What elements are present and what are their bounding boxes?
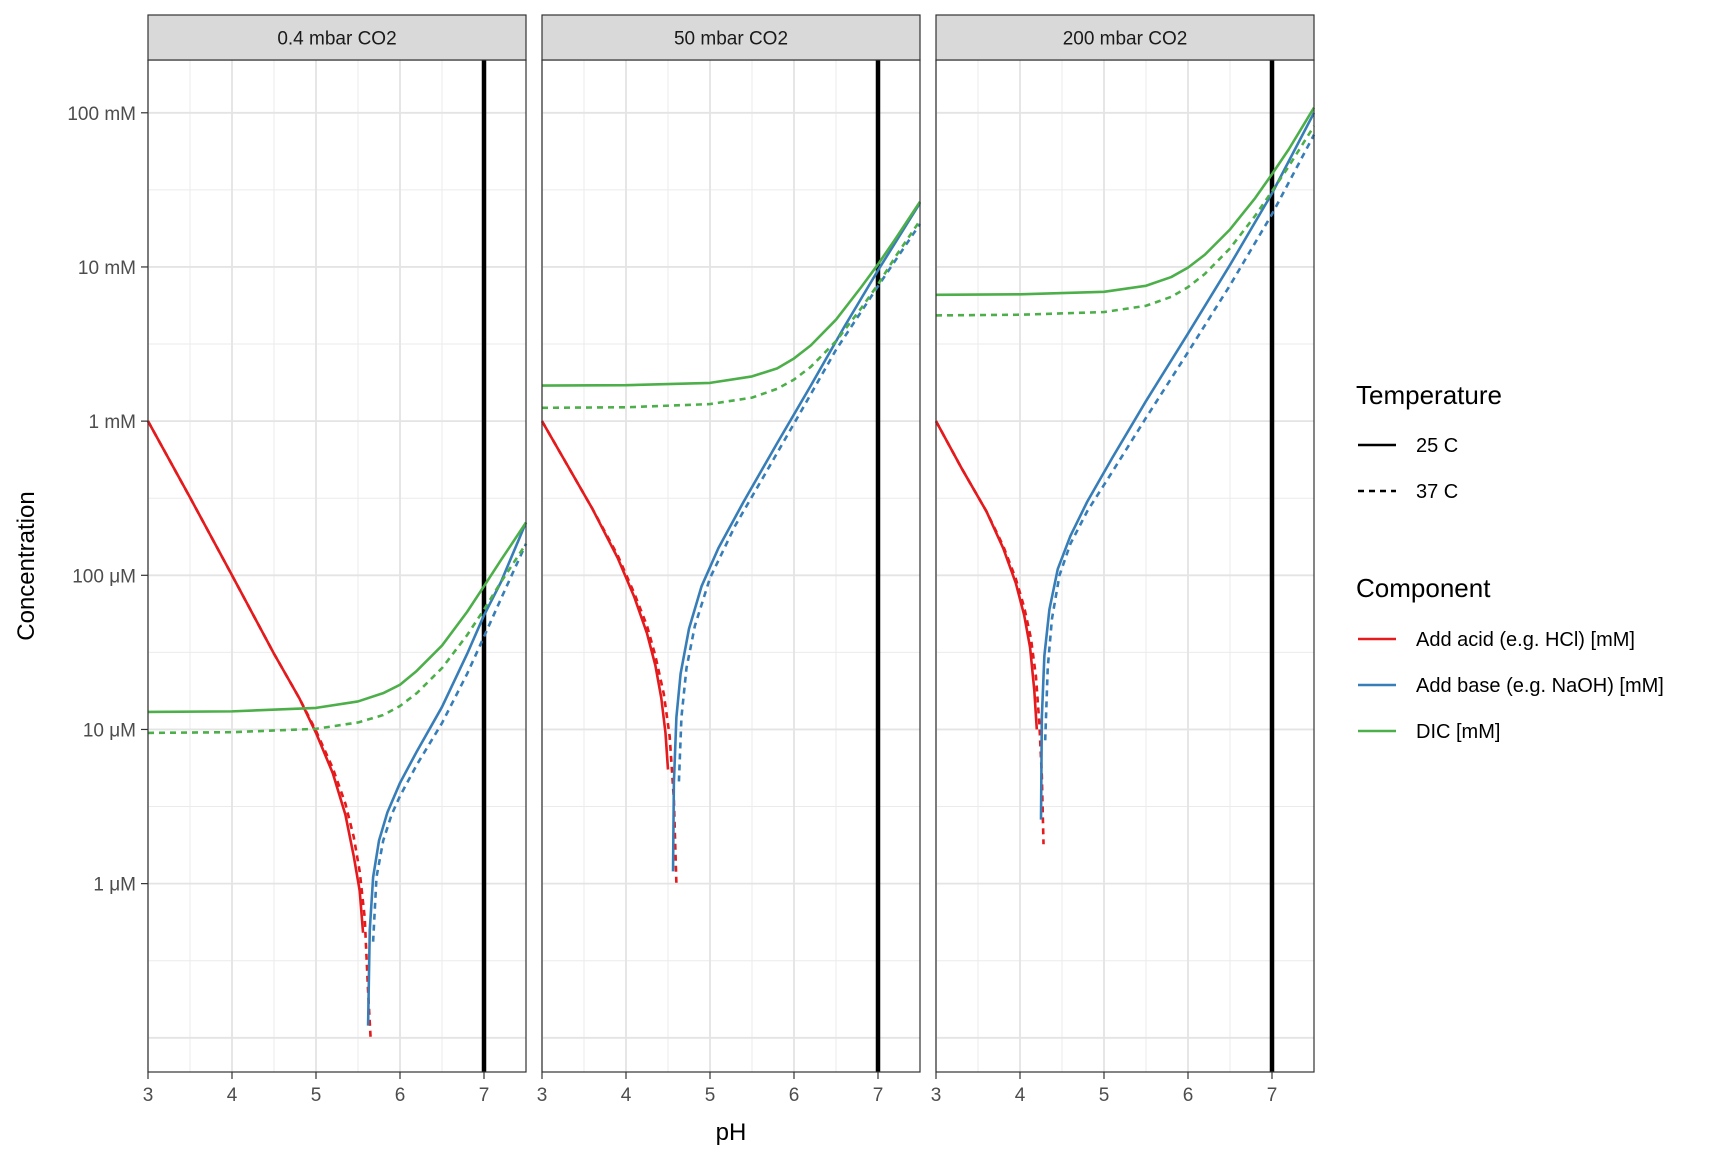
series-line (677, 223, 922, 782)
series-line (147, 521, 528, 714)
legend: Temperature 25 C 37 C Component Add acid (e.… (1356, 380, 1664, 743)
x-tick-label: 5 (1099, 1085, 1110, 1106)
legend-label-component: Add base (e.g. NaOH) [mM] (1416, 675, 1664, 697)
x-tick-label: 7 (873, 1085, 884, 1106)
x-tick-label: 4 (621, 1085, 632, 1106)
panel-1: 0.4 mbar CO2 3 4 5 6 7 100 mM 10 mM 1 mM 100 μM 10… (67, 14, 528, 1106)
legend-label-temperature: 25 C (1416, 435, 1458, 457)
x-tick-label: 7 (479, 1085, 490, 1106)
y-tick-label: 10 mM (78, 258, 136, 279)
y-tick-label: 100 mM (67, 104, 136, 125)
series-line (147, 543, 528, 735)
series-line (540, 420, 678, 884)
panel-background (542, 60, 920, 1072)
series-line (935, 106, 1316, 297)
x-tick-label: 3 (143, 1085, 154, 1106)
facet-strip-label: 0.4 mbar CO2 (277, 29, 396, 50)
panel-3: 200 mbar CO2 3 4 5 6 7 (931, 14, 1316, 1106)
y-tick-label: 1 mM (89, 412, 137, 433)
legend-label-component: DIC [mM] (1416, 721, 1500, 743)
x-tick-label: 3 (537, 1085, 548, 1106)
y-tick-label: 1 μM (93, 875, 136, 896)
series-line (541, 219, 922, 410)
series-line (671, 202, 922, 872)
x-tick-label: 6 (789, 1085, 800, 1106)
x-tick-label: 5 (705, 1085, 716, 1106)
series-line (934, 420, 1045, 845)
series-line (1043, 134, 1316, 741)
x-tick-label: 4 (1015, 1085, 1026, 1106)
legend-label-component: Add acid (e.g. HCl) [mM] (1416, 629, 1635, 651)
x-tick-label: 4 (227, 1085, 238, 1106)
facet-strip (935, 14, 1315, 61)
facet-strip-label: 200 mbar CO2 (1063, 29, 1188, 50)
y-tick-label: 10 μM (83, 720, 136, 741)
series-line (935, 125, 1316, 317)
x-tick-label: 5 (311, 1085, 322, 1106)
panel-background (936, 60, 1314, 1072)
x-tick-label: 6 (1183, 1085, 1194, 1106)
series-line (371, 543, 528, 942)
legend-title-component: Component (1356, 573, 1491, 603)
legend-title-temperature: Temperature (1356, 380, 1502, 410)
panel-2: 50 mbar CO2 3 4 5 6 7 (537, 14, 922, 1106)
y-tick-label: 100 μM (72, 566, 136, 587)
legend-label-temperature: 37 C (1416, 481, 1458, 503)
panel-background (148, 60, 526, 1072)
x-tick-label: 6 (395, 1085, 406, 1106)
facet-strip (541, 14, 921, 61)
series-line (540, 420, 670, 770)
series-line (541, 200, 922, 387)
x-tick-label: 7 (1267, 1085, 1278, 1106)
y-axis-title: Concentration (13, 491, 40, 640)
series-line (1039, 112, 1316, 820)
x-tick-label: 3 (931, 1085, 942, 1106)
facet-strip (147, 14, 527, 61)
facet-strip-label: 50 mbar CO2 (674, 29, 788, 50)
series-line (366, 521, 528, 1026)
x-axis-title: pH (716, 1119, 747, 1146)
